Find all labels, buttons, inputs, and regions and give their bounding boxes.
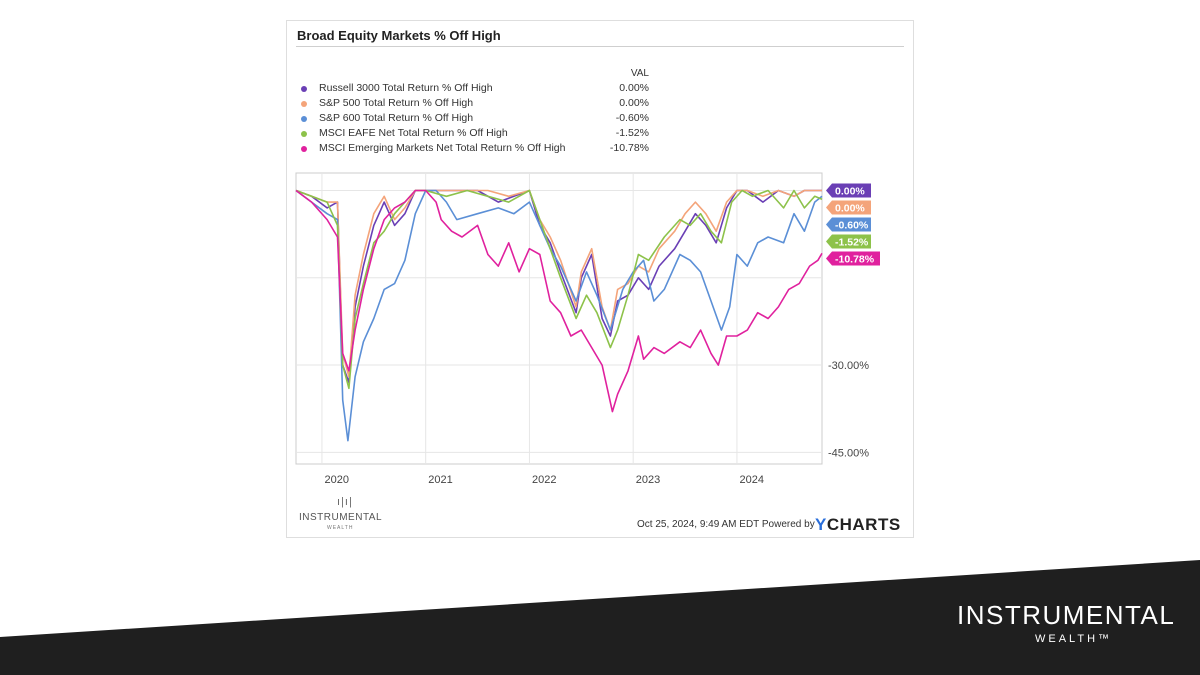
legend-label: MSCI EAFE Net Total Return % Off High [319,127,508,139]
x-tick-label: 2024 [739,474,763,486]
end-value-tag [826,234,871,249]
end-value-tag [826,200,871,215]
y-tick-label: -30.00% [828,360,869,372]
legend-value: 0.00% [619,97,649,109]
legend-dot-icon [301,131,307,137]
end-value-label: 0.00% [835,185,865,197]
legend-row: MSCI EAFE Net Total Return % Off High -1.… [301,127,681,141]
footer-logo: ı|ı| INSTRUMENTAL WEALTH [299,496,383,534]
legend-label: MSCI Emerging Markets Net Total Return %… [319,142,566,154]
end-value-tag [826,251,880,266]
x-tick-label: 2021 [428,474,452,486]
brand-sub: WEALTH™ [1035,633,1113,645]
legend-row: Russell 3000 Total Return % Off High 0.00… [301,82,681,96]
legend-dot-icon [301,101,307,107]
timestamp: Oct 25, 2024, 9:49 AM EDT Powered by [637,519,815,530]
legend-row: MSCI Emerging Markets Net Total Return %… [301,142,681,156]
legend-row: S&P 600 Total Return % Off High -0.60% [301,112,681,126]
chart-title: Broad Equity Markets % Off High [297,28,501,43]
brand-name: INSTRUMENTAL [957,600,1176,630]
ycharts-y: Y [815,515,827,534]
end-value-label: -10.78% [835,253,875,265]
legend: VAL Russell 3000 Total Return % Off High… [287,21,915,161]
brand-mark: INSTRUMENTAL WEALTH™ [957,600,1177,650]
ycharts-logo[interactable]: YCHARTS [815,515,901,535]
x-tick-label: 2023 [636,474,660,486]
end-value-label: 0.00% [835,202,865,214]
legend-dot-icon [301,86,307,92]
legend-dot-icon [301,146,307,152]
y-tick-label: -45.00% [828,447,869,459]
x-tick-label: 2020 [324,474,348,486]
series-line [295,189,823,442]
logo-mark-icon: ı|ı| [337,496,353,508]
chart-plot: 2020 2021 2022 2023 2024 -30.00% -45.00% 0.00% 0… [295,172,880,486]
end-value-label: -1.52% [835,236,869,248]
legend-dot-icon [301,116,307,122]
end-value-tag [826,183,871,198]
series-line [295,189,823,390]
chart-panel: Broad Equity Markets % Off High VAL Russ… [286,20,914,538]
series-line [295,189,822,378]
legend-label: Russell 3000 Total Return % Off High [319,82,493,94]
ycharts-word: CHARTS [826,515,901,534]
title-divider [296,46,904,47]
end-value-tag [826,217,871,232]
legend-value: -0.60% [615,112,649,124]
legend-value-header: VAL [630,68,649,79]
dark-diagonal-band [0,560,1200,675]
legend-row: S&P 500 Total Return % Off High 0.00% [301,97,681,111]
end-value-label: -0.60% [835,219,869,231]
legend-label: S&P 500 Total Return % Off High [319,97,474,109]
x-tick-label: 2022 [532,474,556,486]
legend-value: 0.00% [619,82,649,94]
legend-label: S&P 600 Total Return % Off High [319,112,474,124]
series-line [295,189,823,413]
footer-logo-sub: WEALTH [327,525,354,531]
series-line [295,189,822,384]
legend-value: -1.52% [615,127,649,139]
footer-logo-word: INSTRUMENTAL [299,512,383,523]
legend-value: -10.78% [609,142,649,154]
